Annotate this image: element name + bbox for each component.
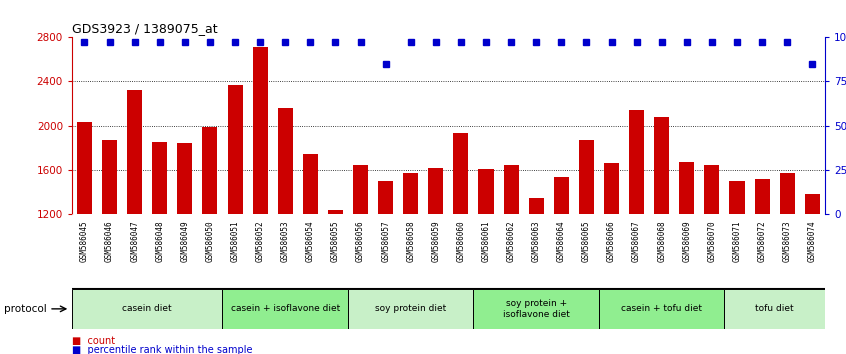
Text: GSM586047: GSM586047 — [130, 220, 139, 262]
Bar — [202, 127, 217, 214]
Text: GSM586059: GSM586059 — [431, 220, 440, 262]
Text: GSM586065: GSM586065 — [582, 220, 591, 262]
Text: GSM586049: GSM586049 — [180, 220, 190, 262]
Bar — [453, 133, 469, 214]
Bar — [780, 173, 794, 214]
Text: GSM586067: GSM586067 — [632, 220, 641, 262]
Text: GSM586070: GSM586070 — [707, 220, 717, 262]
Bar — [554, 177, 569, 214]
Bar — [599, 289, 724, 329]
Bar — [253, 47, 267, 214]
Bar — [77, 122, 92, 214]
Bar — [348, 289, 474, 329]
Text: GSM586045: GSM586045 — [80, 220, 89, 262]
Bar — [503, 166, 519, 214]
Bar — [102, 140, 117, 214]
Bar — [404, 173, 418, 214]
Bar — [579, 140, 594, 214]
Bar — [222, 289, 348, 329]
Text: GSM586058: GSM586058 — [406, 220, 415, 262]
Bar — [72, 289, 222, 329]
Bar — [378, 181, 393, 214]
Bar — [328, 210, 343, 214]
Bar — [805, 194, 820, 214]
Bar — [604, 163, 619, 214]
Bar — [529, 198, 544, 214]
Bar — [724, 289, 825, 329]
Bar — [629, 110, 644, 214]
Text: GSM586064: GSM586064 — [557, 220, 566, 262]
Text: GSM586054: GSM586054 — [306, 220, 315, 262]
Text: GSM586066: GSM586066 — [607, 220, 616, 262]
Text: casein diet: casein diet — [123, 304, 172, 313]
Text: GSM586060: GSM586060 — [457, 220, 465, 262]
Bar — [127, 90, 142, 214]
Bar — [228, 85, 243, 214]
Bar — [755, 179, 770, 214]
Bar — [705, 166, 719, 214]
Bar — [479, 169, 493, 214]
Text: GSM586073: GSM586073 — [783, 220, 792, 262]
Text: GDS3923 / 1389075_at: GDS3923 / 1389075_at — [72, 22, 217, 35]
Text: GSM586074: GSM586074 — [808, 220, 816, 262]
Text: ■  count: ■ count — [72, 336, 115, 346]
Text: GSM586057: GSM586057 — [382, 220, 390, 262]
Text: GSM586068: GSM586068 — [657, 220, 666, 262]
Text: soy protein diet: soy protein diet — [375, 304, 447, 313]
Text: GSM586069: GSM586069 — [683, 220, 691, 262]
Bar — [152, 142, 168, 214]
Text: GSM586050: GSM586050 — [206, 220, 214, 262]
Text: GSM586048: GSM586048 — [156, 220, 164, 262]
Bar — [277, 108, 293, 214]
Bar — [178, 143, 192, 214]
Bar — [428, 168, 443, 214]
Text: GSM586056: GSM586056 — [356, 220, 365, 262]
Bar — [353, 166, 368, 214]
Text: soy protein +
isoflavone diet: soy protein + isoflavone diet — [503, 299, 569, 319]
Text: ■  percentile rank within the sample: ■ percentile rank within the sample — [72, 346, 252, 354]
Text: tofu diet: tofu diet — [755, 304, 794, 313]
Text: GSM586062: GSM586062 — [507, 220, 515, 262]
Text: GSM586046: GSM586046 — [105, 220, 114, 262]
Text: GSM586052: GSM586052 — [255, 220, 265, 262]
Text: GSM586061: GSM586061 — [481, 220, 491, 262]
Text: GSM586055: GSM586055 — [331, 220, 340, 262]
Text: GSM586072: GSM586072 — [758, 220, 766, 262]
Bar — [474, 289, 599, 329]
Bar — [729, 181, 744, 214]
Text: casein + isoflavone diet: casein + isoflavone diet — [231, 304, 340, 313]
Text: GSM586063: GSM586063 — [532, 220, 541, 262]
Bar — [654, 117, 669, 214]
Bar — [679, 162, 695, 214]
Text: GSM586053: GSM586053 — [281, 220, 289, 262]
Text: casein + tofu diet: casein + tofu diet — [621, 304, 702, 313]
Text: protocol: protocol — [4, 304, 47, 314]
Text: GSM586071: GSM586071 — [733, 220, 741, 262]
Text: GSM586051: GSM586051 — [231, 220, 239, 262]
Bar — [303, 154, 318, 214]
